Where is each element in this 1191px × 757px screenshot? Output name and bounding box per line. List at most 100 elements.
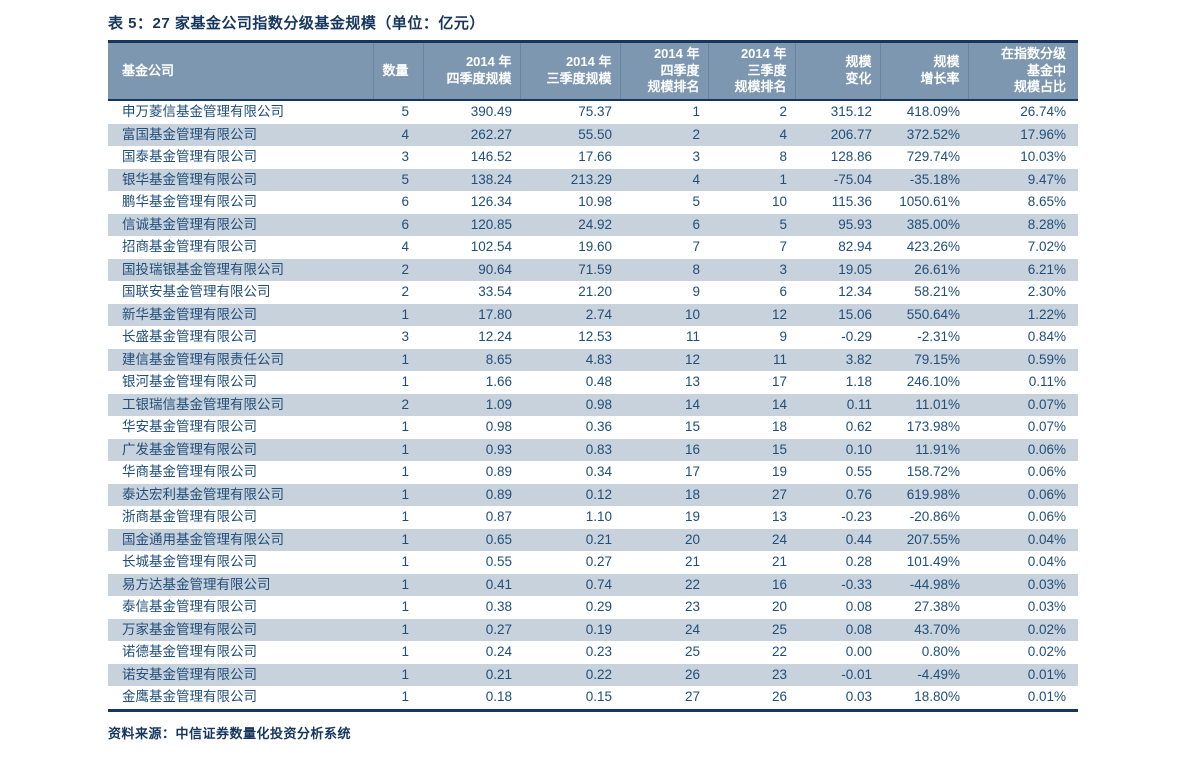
value-cell: 1 [401, 666, 409, 682]
value-cell: 1 [401, 621, 409, 637]
value-cell: 26 [771, 689, 787, 704]
value-cell: 82.94 [838, 239, 872, 254]
company-cell: 广发基金管理有限公司 [122, 441, 257, 457]
value-cell: 17.66 [578, 149, 612, 164]
column-header-7: 规模 变化 [794, 41, 880, 100]
table-block: 表 5：27 家基金公司指数分级基金规模（单位：亿元） 基金公司 数量 2014 年… [108, 12, 1078, 742]
value-cell: 4 [692, 171, 700, 187]
value-cell: 0.18 [485, 689, 512, 704]
value-cell: 0.29 [585, 599, 612, 614]
value-cell: 0.93 [485, 441, 512, 457]
value-cell: 0.98 [485, 419, 512, 434]
value-cell: 26.74% [1020, 104, 1066, 119]
value-cell: -0.29 [841, 329, 872, 344]
value-cell: 262.27 [470, 126, 512, 142]
value-cell: -4.49% [917, 666, 960, 682]
value-cell: 4.83 [585, 351, 612, 367]
value-cell: 8.65% [1027, 194, 1066, 209]
table-row: 诺德基金管理有限公司 1 0.24 0.23 25 22 0.00 0.80% 0.02% [108, 641, 1078, 664]
value-cell: -0.01 [841, 666, 872, 682]
value-cell: 0.84% [1027, 329, 1066, 344]
company-cell: 鹏华基金管理有限公司 [122, 194, 257, 209]
value-cell: 17 [771, 374, 787, 389]
value-cell: 1050.61% [899, 194, 960, 209]
value-cell: 10 [771, 194, 787, 209]
value-cell: 19.05 [838, 261, 872, 277]
column-header-1: 基金公司 [108, 42, 373, 101]
value-cell: 55.50 [578, 126, 612, 142]
value-cell: 18 [771, 419, 787, 434]
table-row: 浙商基金管理有限公司 1 0.87 1.10 19 13 -0.23 -20.86% 0.06% [108, 506, 1078, 529]
value-cell: 729.74% [906, 149, 960, 164]
value-cell: 9 [692, 284, 700, 299]
value-cell: 0.21 [585, 531, 612, 547]
value-cell: 213.29 [570, 171, 612, 187]
table-row: 国泰基金管理有限公司 3 146.52 17.66 3 8 128.86 729.74% 10.… [108, 146, 1078, 169]
value-cell: 0.48 [585, 374, 612, 389]
value-cell: 12 [771, 306, 787, 322]
value-cell: 1.22% [1027, 306, 1066, 322]
value-cell: 10.03% [1020, 149, 1066, 164]
value-cell: 158.72% [906, 464, 960, 479]
value-cell: 2 [779, 104, 787, 119]
table-row: 建信基金管理有限责任公司 1 8.65 4.83 12 11 3.82 79.15% 0.59% [108, 348, 1078, 371]
value-cell: 10 [684, 306, 700, 322]
value-cell: 19.60 [578, 239, 612, 254]
value-cell: 24 [771, 531, 787, 547]
value-cell: 12.24 [478, 329, 512, 344]
value-cell: 12 [684, 351, 700, 367]
table-row: 招商基金管理有限公司 4 102.54 19.60 7 7 82.94 423.26% 7.02… [108, 236, 1078, 259]
value-cell: 8.28% [1027, 216, 1066, 232]
value-cell: 21 [771, 554, 787, 569]
company-cell: 建信基金管理有限责任公司 [122, 351, 284, 367]
value-cell: 15 [771, 441, 787, 457]
value-cell: 423.26% [906, 239, 960, 254]
company-cell: 国联安基金管理有限公司 [122, 284, 271, 299]
value-cell: 2 [401, 261, 409, 277]
table-row: 富国基金管理有限公司 4 262.27 55.50 2 4 206.77 372.52% 17.… [108, 123, 1078, 146]
column-header-label: 2014 年 三季度 规模排名 [734, 45, 787, 95]
value-cell: 27 [684, 689, 700, 704]
value-cell: 6 [401, 216, 409, 232]
column-header-label: 数量 [382, 62, 409, 78]
value-cell: 0.03% [1027, 576, 1066, 592]
company-cell: 金鹰基金管理有限公司 [122, 689, 257, 704]
value-cell: 4 [401, 126, 409, 142]
value-cell: 1 [401, 509, 409, 524]
value-cell: 21 [684, 554, 700, 569]
company-cell: 易方达基金管理有限公司 [122, 576, 271, 592]
company-cell: 新华基金管理有限公司 [122, 306, 257, 322]
value-cell: 2 [401, 284, 409, 299]
value-cell: -35.18% [909, 171, 960, 187]
value-cell: 14 [684, 396, 700, 412]
value-cell: 0.01% [1027, 689, 1066, 704]
value-cell: 11.91% [915, 441, 960, 457]
value-cell: 7 [779, 239, 787, 254]
value-cell: 206.77 [830, 126, 872, 142]
value-cell: 0.02% [1027, 644, 1066, 659]
value-cell: 6 [692, 216, 700, 232]
value-cell: 0.06% [1027, 441, 1066, 457]
column-header-label: 规模 增长率 [920, 54, 960, 86]
table-row: 诺安基金管理有限公司 1 0.21 0.22 26 23 -0.01 -4.49% 0.01% [108, 663, 1078, 686]
company-cell: 国金通用基金管理有限公司 [122, 531, 284, 547]
company-cell: 万家基金管理有限公司 [122, 621, 257, 637]
value-cell: 2 [401, 396, 409, 412]
value-cell: 90.64 [478, 261, 512, 277]
value-cell: 1 [401, 599, 409, 614]
column-header-9: 在指数分级 基金中 规模占比 [967, 41, 1078, 100]
column-header-5: 2014 年 四季度 规模排名 [619, 41, 708, 100]
value-cell: 9 [779, 329, 787, 344]
value-cell: 6 [779, 284, 787, 299]
value-cell: 1 [401, 419, 409, 434]
value-cell: 2 [692, 126, 700, 142]
value-cell: 390.49 [470, 104, 512, 119]
value-cell: 0.10 [845, 441, 872, 457]
table-row: 鹏华基金管理有限公司 6 126.34 10.98 5 10 115.36 1050.61% 8… [108, 191, 1078, 214]
value-cell: 1 [692, 104, 700, 119]
table-row: 华商基金管理有限公司 1 0.89 0.34 17 19 0.55 158.72% 0.06% [108, 461, 1078, 484]
table-row: 国投瑞银基金管理有限公司 2 90.64 71.59 8 3 19.05 26.61% 6.21… [108, 258, 1078, 281]
value-cell: 5 [401, 104, 409, 119]
value-cell: 1.18 [845, 374, 872, 389]
table-row: 新华基金管理有限公司 1 17.80 2.74 10 12 15.06 550.64% 1.22… [108, 303, 1078, 326]
